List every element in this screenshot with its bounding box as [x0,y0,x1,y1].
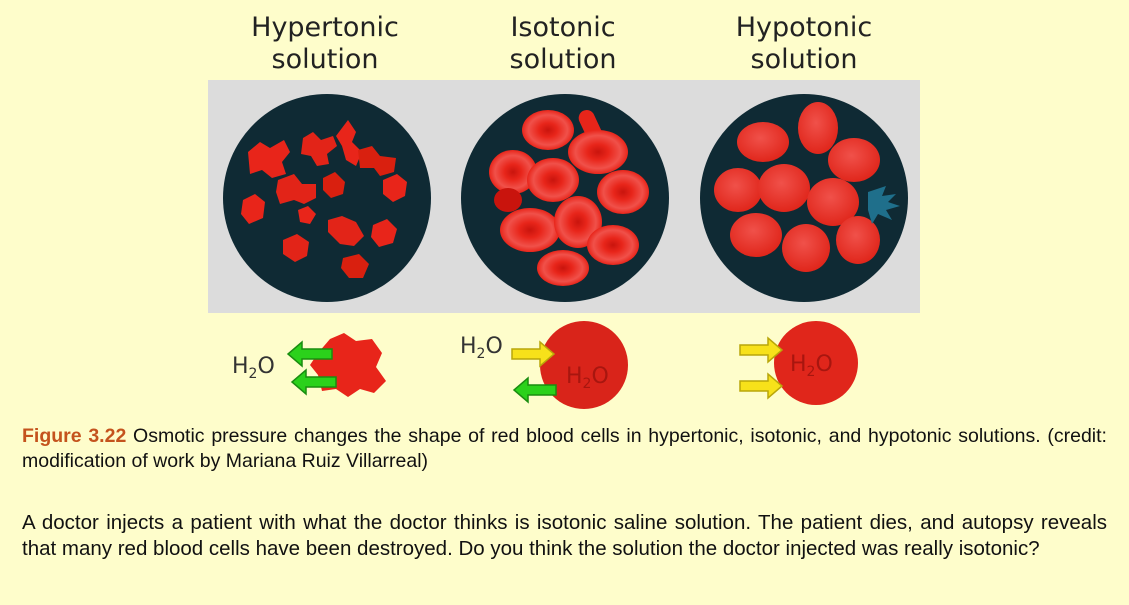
h2o-label-isotonic-outside: H2O [460,334,503,362]
isotonic-label-line1: Isotonic [510,12,616,43]
hypertonic-label-line1: Hypertonic [251,12,399,43]
green-arrow-icon [290,368,337,396]
figure-caption: Figure 3.22 Osmotic pressure changes the… [22,424,1107,474]
hypotonic-solution-label: Hypotonic solution [694,12,914,76]
hypertonic-microscope-view [223,94,431,302]
green-arrow-icon [286,340,333,368]
review-question: A doctor injects a patient with what the… [22,511,1107,560]
osmosis-arrows-svg: H2O H2O H2O H2O [232,321,858,409]
hypotonic-label-line2: solution [750,44,858,75]
hypotonic-cell-diagram: H2O [739,321,858,405]
isotonic-microscope-view [461,94,669,302]
hypotonic-label-line1: Hypotonic [735,12,873,43]
hypotonic-microscope-view [700,94,908,302]
h2o-label-hypotonic-inside: H2O [790,352,833,380]
isotonic-cell-diagram: H2O H2O [460,321,628,409]
isotonic-label-line2: solution [509,44,617,75]
yellow-arrow-icon [739,336,784,364]
green-arrow-icon [512,376,557,404]
figure-caption-label: Figure 3.22 [22,425,127,447]
hypertonic-cell-diagram: H2O [232,333,386,397]
yellow-arrow-icon [739,372,784,400]
h2o-label-hypertonic: H2O [232,354,275,382]
microscope-panel [208,80,920,313]
hypertonic-solution-label: Hypertonic solution [215,12,435,76]
h2o-label-isotonic-inside: H2O [566,364,609,392]
microscope-views-svg [223,94,908,302]
yellow-arrow-icon [511,340,556,368]
isotonic-solution-label: Isotonic solution [453,12,673,76]
hypertonic-label-line2: solution [271,44,379,75]
figure-caption-text: Osmotic pressure changes the shape of re… [22,425,1107,472]
